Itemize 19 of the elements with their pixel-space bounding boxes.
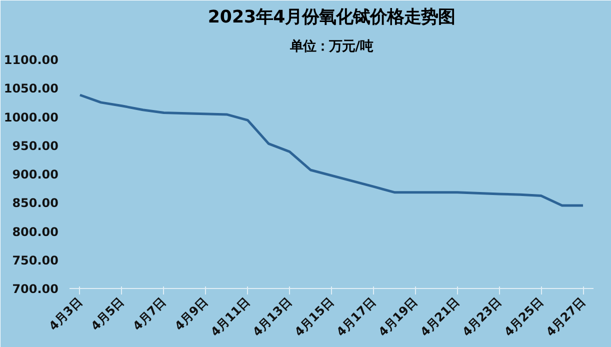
y-tick-label: 950.00	[12, 138, 59, 153]
y-tick-label: 1100.00	[4, 53, 58, 67]
x-tick-label: 4月21日	[418, 294, 462, 340]
x-tick-label: 4月9日	[172, 294, 211, 334]
chart-subtitle: 单位：万元/吨	[289, 38, 373, 54]
chart-title: 2023年4月份氧化铽价格走势图	[208, 8, 456, 28]
x-tick-label: 4月17日	[334, 294, 378, 340]
y-tick-label: 900.00	[12, 168, 59, 182]
x-tick-label: 4月3日	[46, 294, 85, 334]
y-tick-label: 800.00	[12, 224, 59, 239]
x-tick-label: 4月19日	[376, 294, 420, 340]
y-tick-label: 1050.00	[4, 82, 58, 96]
y-tick-label: 700.00	[12, 282, 59, 296]
line-series	[78, 94, 584, 207]
x-tick-label: 4月7日	[130, 294, 169, 334]
y-tick-label: 750.00	[12, 253, 59, 268]
y-tick-label: 850.00	[12, 196, 59, 210]
x-tick-label: 4月5日	[88, 294, 127, 334]
y-tick-label: 1000.00	[4, 110, 58, 124]
